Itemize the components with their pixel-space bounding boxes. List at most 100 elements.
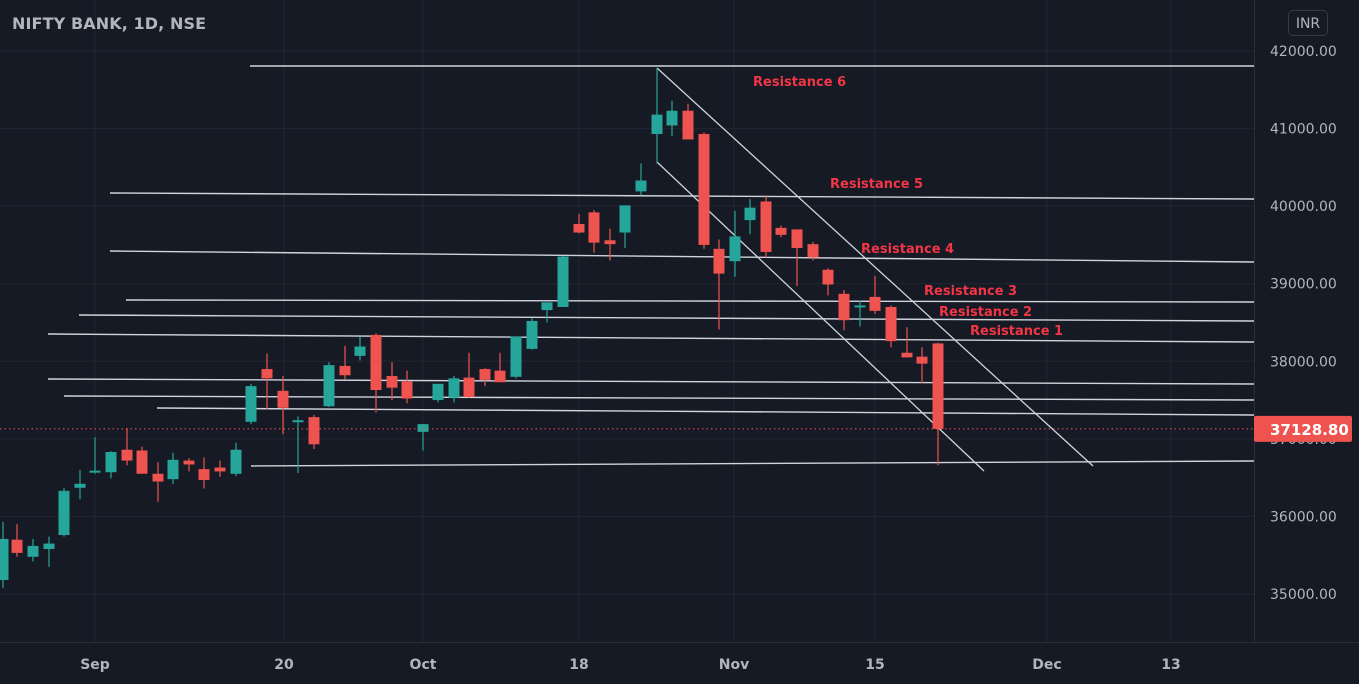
candle-down — [198, 457, 210, 489]
candle-body — [573, 223, 585, 233]
candle-down — [370, 333, 382, 413]
resistance-label[interactable]: Resistance 6 — [753, 75, 846, 90]
candle-down — [339, 345, 351, 380]
candle-body — [885, 306, 897, 342]
candle-body — [0, 538, 9, 581]
candle-up — [245, 383, 257, 425]
candle-body — [479, 369, 491, 380]
candle-body — [11, 539, 23, 553]
time-tick-label: 20 — [274, 657, 294, 673]
support-resistance-line[interactable] — [109, 192, 1255, 200]
candle-body — [27, 545, 39, 557]
time-tick-label: Dec — [1032, 657, 1061, 673]
candle-body — [713, 248, 725, 274]
candle-down — [136, 446, 148, 474]
resistance-label[interactable]: Resistance 2 — [939, 305, 1032, 320]
resistance-label[interactable]: Resistance 5 — [830, 177, 923, 192]
trend-channel-lines[interactable] — [656, 67, 1094, 472]
time-tick-label: 18 — [569, 657, 588, 673]
candle-down — [11, 524, 23, 557]
candle-body — [604, 240, 616, 245]
time-axis[interactable]: Sep 20 Oct 18 Nov 15 Dec 13 — [0, 642, 1359, 684]
candle-body — [136, 450, 148, 474]
candle-body — [619, 205, 631, 233]
candle-down — [386, 362, 398, 401]
candle-down — [885, 305, 897, 348]
candlestick-series — [0, 68, 944, 588]
price-axis[interactable]: 42000.00 41000.00 40000.00 39000.00 38000.00… — [1254, 0, 1359, 684]
candle-down — [901, 327, 913, 358]
candle-body — [791, 229, 803, 249]
support-resistance-line[interactable] — [125, 299, 1255, 303]
price-tick-label: 35000.00 — [1270, 587, 1337, 603]
candle-body — [463, 377, 475, 397]
candle-body — [198, 469, 210, 480]
price-tick-label: 40000.00 — [1270, 199, 1337, 215]
time-tick-label: Sep — [80, 657, 110, 673]
candle-up — [854, 300, 866, 327]
support-resistance-line[interactable] — [63, 395, 1255, 401]
candle-up — [58, 487, 70, 537]
candle-body — [526, 320, 538, 349]
support-resistance-line[interactable] — [109, 250, 1255, 263]
time-tick-label: 15 — [865, 657, 884, 673]
candle-body — [417, 424, 429, 432]
candle-body — [916, 356, 928, 364]
support-resistance-line[interactable] — [250, 460, 1255, 467]
candle-body — [854, 305, 866, 308]
candle-body — [744, 207, 756, 221]
candle-body — [323, 365, 335, 407]
candle-body — [682, 110, 694, 140]
candle-body — [370, 334, 382, 390]
resistance-label[interactable]: Resistance 1 — [970, 324, 1063, 339]
candle-body — [651, 114, 663, 135]
time-tick-label: Nov — [719, 657, 749, 673]
price-tick-label: 36000.00 — [1270, 509, 1337, 525]
candle-down — [791, 229, 803, 287]
resistance-label[interactable]: Resistance 3 — [924, 284, 1017, 299]
price-tick-label: 41000.00 — [1270, 122, 1337, 138]
support-resistance-line[interactable] — [47, 333, 1255, 343]
candle-body — [58, 490, 70, 536]
candle-body — [901, 352, 913, 358]
candle-up — [89, 437, 101, 474]
support-resistance-line[interactable] — [78, 314, 1255, 322]
candle-body — [822, 269, 834, 285]
candle-down — [807, 241, 819, 261]
candle-body — [277, 390, 289, 408]
candle-up — [541, 302, 553, 323]
candle-down — [869, 275, 881, 314]
candle-body — [183, 460, 195, 465]
trend-line[interactable] — [656, 161, 985, 472]
candle-down — [479, 368, 491, 387]
candle-body — [152, 473, 164, 482]
candle-up — [105, 451, 117, 479]
trend-line[interactable] — [656, 67, 1094, 467]
time-axis-background — [0, 642, 1359, 684]
candle-body — [105, 452, 117, 473]
support-resistance-line[interactable] — [156, 407, 1255, 416]
candle-up — [167, 452, 179, 484]
candle-body — [43, 543, 55, 550]
resistance-annotations[interactable]: Resistance 6 Resistance 5 Resistance 4 Resi… — [753, 75, 1063, 339]
price-tick-label: 38000.00 — [1270, 354, 1337, 370]
last-price-tag[interactable] — [1254, 415, 1352, 442]
support-resistance-line[interactable] — [47, 378, 1255, 385]
candle-up — [354, 336, 366, 361]
candle-up — [43, 536, 55, 567]
candle-down — [573, 213, 585, 234]
candle-up — [417, 424, 429, 451]
candle-body — [121, 449, 133, 461]
candle-body — [557, 256, 569, 307]
candle-down — [277, 376, 289, 435]
horizontal-support-resistance-lines[interactable] — [47, 65, 1255, 467]
candle-down — [698, 132, 710, 249]
candle-body — [541, 302, 553, 311]
candle-up — [0, 521, 9, 588]
currency-button[interactable]: INR — [1288, 10, 1328, 36]
resistance-label[interactable]: Resistance 4 — [861, 242, 954, 257]
candle-body — [261, 369, 273, 379]
candle-body — [167, 459, 179, 480]
